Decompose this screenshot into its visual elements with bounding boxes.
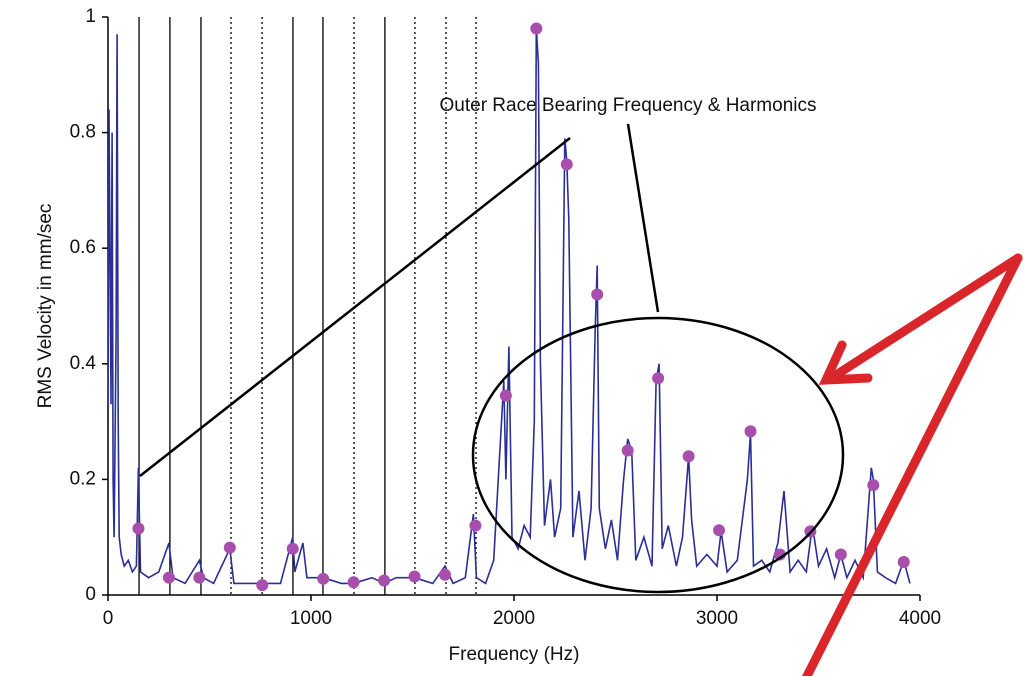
arrow-tail bbox=[802, 253, 1023, 676]
y-tick-label: 0.8 bbox=[70, 122, 96, 143]
harmonic-marker bbox=[591, 288, 604, 301]
y-axis-label: RMS Velocity in mm/sec bbox=[35, 204, 56, 409]
harmonic-marker bbox=[621, 444, 634, 457]
arrow-shaft bbox=[831, 253, 1023, 380]
harmonic-marker bbox=[682, 450, 695, 463]
harmonic-marker bbox=[223, 541, 236, 554]
x-tick-label: 1000 bbox=[290, 608, 332, 629]
x-tick-label: 0 bbox=[103, 608, 114, 629]
y-tick-label: 0.2 bbox=[70, 468, 96, 489]
harmonic-marker bbox=[162, 571, 175, 584]
harmonic-marker bbox=[652, 372, 665, 385]
harmonic-marker bbox=[499, 389, 512, 402]
harmonic-marker bbox=[286, 542, 299, 555]
harmonic-marker bbox=[193, 571, 206, 584]
harmonic-marker bbox=[897, 556, 910, 569]
harmonic-marker bbox=[408, 570, 421, 583]
harmonic-marker bbox=[744, 425, 757, 438]
harmonic-marker bbox=[256, 579, 269, 592]
pointer-line bbox=[626, 123, 660, 313]
harmonic-marker bbox=[132, 522, 145, 535]
x-tick-label: 2000 bbox=[493, 608, 535, 629]
harmonic-marker bbox=[530, 22, 543, 35]
harmonic-marker bbox=[560, 158, 573, 171]
y-tick-label: 0.4 bbox=[70, 353, 97, 374]
harmonic-marker bbox=[378, 574, 391, 587]
y-tick-label: 1 bbox=[85, 6, 96, 27]
harmonic-marker bbox=[713, 524, 726, 537]
highlight-ellipse bbox=[471, 316, 845, 594]
y-tick-label: 0 bbox=[85, 584, 96, 605]
harmonic-marker bbox=[469, 519, 482, 532]
y-tick-label: 0.6 bbox=[70, 237, 96, 258]
pointer-line bbox=[139, 137, 571, 477]
red-arrow bbox=[802, 253, 1023, 676]
harmonic-marker bbox=[317, 572, 330, 585]
x-axis-label: Frequency (Hz) bbox=[449, 644, 580, 665]
annotation-shapes bbox=[139, 123, 845, 594]
spectrum-line bbox=[107, 28, 911, 585]
x-tick-label: 3000 bbox=[696, 608, 738, 629]
annotation: Outer Race Bearing Frequency & Harmonics bbox=[440, 95, 817, 116]
harmonic-marker bbox=[867, 479, 880, 492]
harmonic-marker bbox=[834, 548, 847, 561]
harmonic-marker bbox=[347, 576, 360, 589]
x-tick-label: 4000 bbox=[899, 608, 941, 629]
arrow-head bbox=[818, 340, 873, 385]
harmonic-marker bbox=[438, 568, 451, 581]
